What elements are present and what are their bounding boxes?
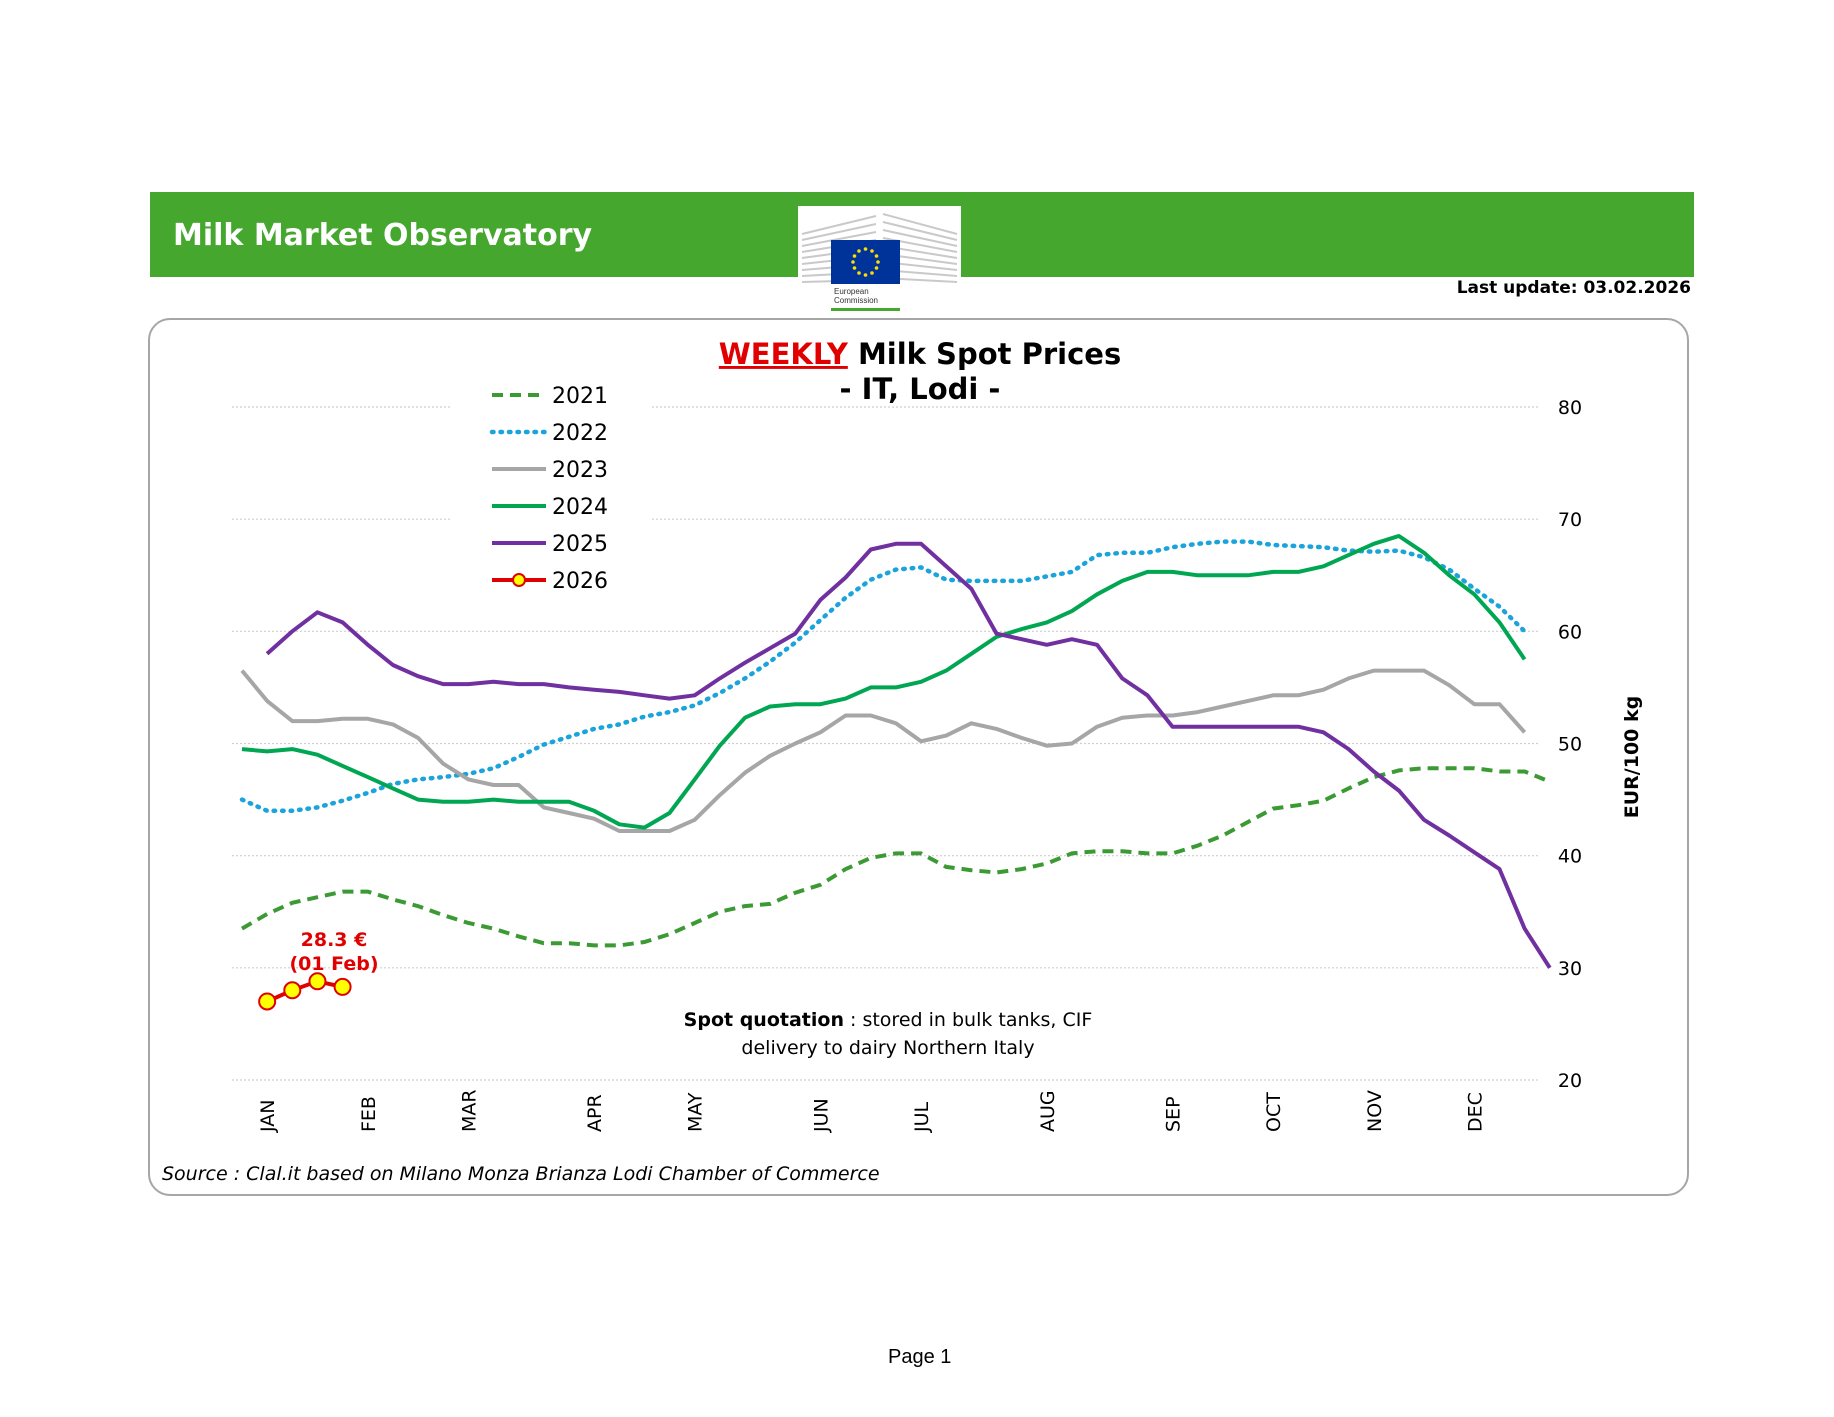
note-line-1: Spot quotation : stored in bulk tanks, C… <box>684 1009 1093 1031</box>
logo-text-2: Commission <box>834 296 878 305</box>
legend-marker-2026 <box>512 573 526 587</box>
x-tick-label: NOV <box>1364 1090 1386 1132</box>
y-tick-label: 40 <box>1558 846 1582 868</box>
series-line-2022 <box>239 539 1527 814</box>
source-text: Source : Clal.it based on Milano Monza B… <box>162 1163 880 1185</box>
legend: 2021 2022 2023 2024 2025 2026 <box>450 376 650 594</box>
note-rest: : stored in bulk tanks, CIF <box>844 1009 1092 1031</box>
series-line-2025 <box>265 541 1552 969</box>
series-line-2024 <box>241 534 1527 830</box>
x-tick-label: MAR <box>458 1089 480 1132</box>
note-line-2: delivery to dairy Northern Italy <box>741 1037 1034 1059</box>
page-number: Page 1 <box>888 1346 952 1368</box>
series-line-2023 <box>240 668 1527 833</box>
data-point-2026 <box>308 972 327 991</box>
data-point-2026 <box>333 977 352 996</box>
logo-text-1: European <box>834 287 869 296</box>
y-axis-label: EUR/100 kg <box>1621 696 1643 819</box>
legend-label: 2024 <box>552 495 608 520</box>
annotation-value: 28.3 € <box>301 929 368 951</box>
y-tick-label: 60 <box>1558 621 1582 643</box>
chart-subtitle: - IT, Lodi - <box>840 372 1001 406</box>
legend-label: 2026 <box>552 569 608 594</box>
y-tick-label: 50 <box>1558 734 1582 756</box>
data-point-2026 <box>283 981 302 1000</box>
series-line-2021 <box>240 766 1551 948</box>
legend-label: 2021 <box>552 384 608 409</box>
series-line-2026 <box>266 979 344 1004</box>
chart-frame <box>148 318 1689 1196</box>
x-tick-label: APR <box>584 1094 606 1132</box>
page-title: Milk Market Observatory <box>173 218 593 253</box>
x-tick-label: FEB <box>358 1096 380 1132</box>
x-tick-label: MAY <box>685 1092 707 1132</box>
x-tick-label: DEC <box>1464 1092 1486 1132</box>
y-tick-label: 30 <box>1558 958 1582 980</box>
legend-label: 2023 <box>552 458 608 483</box>
x-tick-label: OCT <box>1263 1092 1285 1132</box>
series-lines <box>239 534 1552 1011</box>
chart-title: WEEKLY Milk Spot Prices <box>719 337 1121 371</box>
data-point-2026 <box>258 992 277 1011</box>
x-tick-label: SEP <box>1163 1096 1185 1132</box>
x-tick-label: AUG <box>1037 1090 1059 1132</box>
axis-ticks: 20 30 40 50 60 70 80 JAN FEB MAR APR MAY JUN JUL AUG SE… <box>257 397 1582 1133</box>
legend-label: 2025 <box>552 532 608 557</box>
y-tick-label: 20 <box>1558 1070 1582 1092</box>
last-update: Last update: 03.02.2026 <box>1456 278 1691 298</box>
x-tick-label: JUL <box>911 1101 933 1133</box>
note-bold: Spot quotation <box>684 1009 844 1031</box>
legend-background <box>450 376 650 592</box>
x-tick-label: JUN <box>810 1098 832 1133</box>
annotation-date: (01 Feb) <box>289 953 378 975</box>
x-tick-label: JAN <box>257 1100 279 1133</box>
european-commission-logo: European Commission <box>798 206 961 312</box>
y-tick-label: 70 <box>1558 509 1582 531</box>
title-highlight: WEEKLY <box>719 337 849 371</box>
y-tick-label: 80 <box>1558 397 1582 419</box>
title-rest: Milk Spot Prices <box>858 337 1121 371</box>
legend-label: 2022 <box>552 421 608 446</box>
